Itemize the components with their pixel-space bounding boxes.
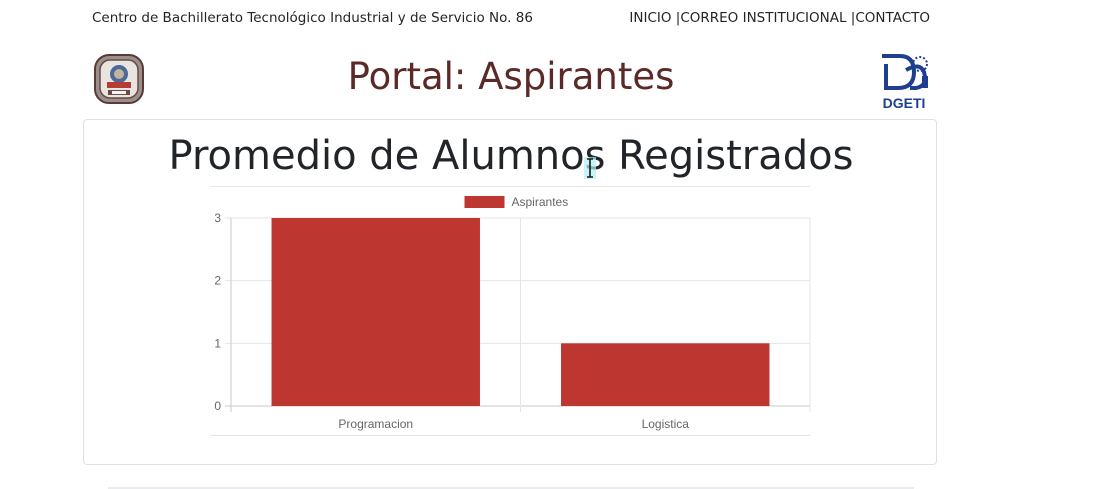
footer-divider xyxy=(108,487,914,489)
school-name: Centro de Bachillerato Tecnológico Indus… xyxy=(92,10,533,26)
dgeti-logo-text: DGETI xyxy=(883,95,926,111)
top-bar: Centro de Bachillerato Tecnológico Indus… xyxy=(92,10,930,30)
chart-separator-bottom xyxy=(210,435,810,436)
chart-separator-top xyxy=(210,186,810,187)
x-tick-label: Programacion xyxy=(338,417,413,431)
page-header: Portal: Aspirantes DGETI xyxy=(0,48,1101,112)
portal-title: Portal: Aspirantes xyxy=(347,55,675,98)
nav-link-inicio[interactable]: INICIO | xyxy=(629,10,681,26)
legend-swatch xyxy=(464,196,505,208)
y-tick-label: 0 xyxy=(214,399,221,413)
chart-title: Promedio de Alumnos Registrados xyxy=(168,133,854,179)
chart-card xyxy=(83,119,937,465)
legend-label: Aspirantes xyxy=(512,195,569,209)
nav-link-contacto[interactable]: CONTACTO xyxy=(855,10,930,26)
nav-link-correo-institucional[interactable]: CORREO INSTITUCIONAL | xyxy=(680,10,856,26)
school-crest-icon xyxy=(94,54,144,104)
dgeti-logo-icon: DGETI xyxy=(882,54,928,111)
y-tick-label: 2 xyxy=(214,274,221,288)
bar-programacion xyxy=(271,218,480,406)
x-tick-label: Logistica xyxy=(642,417,690,431)
y-tick-label: 3 xyxy=(214,211,221,225)
top-nav: INICIO |CORREO INSTITUCIONAL |CONTACTO xyxy=(629,10,930,26)
text-cursor-icon xyxy=(584,157,596,179)
y-tick-label: 1 xyxy=(214,336,221,350)
bar-logistica xyxy=(561,343,770,406)
